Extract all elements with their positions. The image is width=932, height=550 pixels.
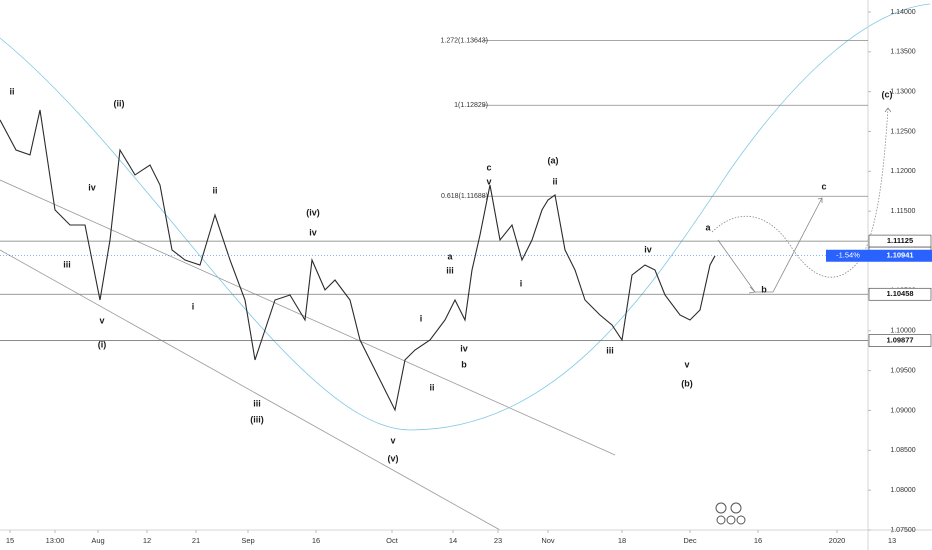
- y-tick-label: 1.12500: [890, 128, 915, 135]
- logo: [715, 502, 746, 525]
- wave-label: (v): [388, 453, 399, 463]
- wave-label: ii: [9, 86, 14, 96]
- fib-label: 1(1.12829): [454, 102, 488, 109]
- wave-label: c: [821, 181, 826, 191]
- wave-label: (ii): [114, 98, 125, 108]
- wave-label: (iii): [250, 414, 264, 424]
- current-change: -1.54%: [836, 251, 860, 260]
- x-tick-label: 21: [192, 536, 200, 545]
- drawings: [0, 3, 931, 531]
- y-tick-label: 1.13000: [890, 88, 915, 95]
- wave-label: b: [761, 284, 767, 294]
- wave-label: iv: [88, 182, 96, 192]
- current-price-label: 1.10941: [886, 251, 913, 260]
- wave-label: iii: [606, 345, 614, 355]
- wave-label: i: [192, 301, 195, 311]
- y-tick-label: 1.08000: [890, 487, 915, 494]
- x-tick-label: 2020: [829, 536, 846, 545]
- price-line-label: 1.11125: [887, 236, 913, 245]
- wave-label: (i): [98, 339, 107, 349]
- trend-line: [0, 179, 616, 456]
- wave-label: iv: [309, 227, 317, 237]
- wave-label: iii: [63, 259, 71, 269]
- projection-path: [717, 197, 823, 293]
- wave-label: a: [447, 251, 453, 261]
- x-tick-label: 13:00: [46, 536, 65, 545]
- cycle-curve: [0, 3, 931, 431]
- wave-label: (b): [681, 378, 693, 388]
- wave-label: v: [486, 176, 491, 186]
- y-tick-label: 1.09500: [890, 367, 915, 374]
- x-tick-label: Dec: [683, 536, 697, 545]
- y-tick-label: 1.12000: [890, 168, 915, 175]
- price-line-series: [0, 109, 716, 412]
- y-tick-label: 1.14000: [890, 9, 915, 16]
- x-tick-label: Sep: [241, 536, 254, 545]
- wave-label: b: [461, 359, 467, 369]
- projection-curve: [711, 107, 889, 278]
- y-tick-label: 1.09000: [890, 407, 915, 414]
- x-tick-label: 13: [888, 536, 896, 545]
- fib-label: 0.618(1.11688): [441, 193, 488, 200]
- wave-label: i: [520, 278, 523, 288]
- wave-label: v: [99, 315, 104, 325]
- arrow-heads: [748, 107, 892, 294]
- y-tick-label: 1.11500: [891, 208, 916, 215]
- wave-label: iv: [460, 343, 468, 353]
- x-tick-label: Aug: [91, 536, 104, 545]
- wave-label: ii: [212, 185, 217, 195]
- price-line-label: 1.09877: [886, 336, 913, 345]
- wave-label: ii: [429, 382, 434, 392]
- x-tick-label: 23: [494, 536, 502, 545]
- y-tick-label: 1.08500: [890, 447, 915, 454]
- current-price-box: [826, 249, 932, 262]
- wave-label: iv: [644, 244, 652, 254]
- x-tick-label: 12: [143, 536, 151, 545]
- wave-label: (a): [548, 155, 559, 165]
- wave-label: c: [486, 162, 491, 172]
- x-tick-label: Nov: [541, 536, 555, 545]
- trend-line: [0, 249, 501, 531]
- x-tick-label: 14: [449, 536, 457, 545]
- y-tick-label: 1.13500: [890, 49, 915, 56]
- price-line-label-box: [868, 334, 932, 347]
- wave-label: i: [420, 313, 423, 323]
- x-tick-label: Oct: [386, 536, 399, 545]
- wave-label: a: [705, 222, 711, 232]
- price-line-label: 1.10458: [886, 289, 913, 298]
- y-tick-label: 1.07500: [890, 527, 915, 534]
- fib-label: 1.272(1.13643): [441, 37, 488, 44]
- wave-label: (c): [882, 89, 893, 99]
- wave-label: ii: [552, 176, 557, 186]
- x-tick-label: 18: [618, 536, 626, 545]
- price-line-label-box: [868, 287, 932, 301]
- wave-label: v: [390, 435, 395, 445]
- x-tick-label: 16: [312, 536, 320, 545]
- x-tick-label: 15: [6, 536, 14, 545]
- y-tick-label: 1.10000: [890, 328, 915, 335]
- wave-label: v: [684, 359, 689, 369]
- wave-label: (iv): [306, 207, 320, 217]
- x-tick-label: 16: [754, 536, 762, 545]
- wave-label: iii: [446, 265, 454, 275]
- wave-label: iii: [253, 398, 261, 408]
